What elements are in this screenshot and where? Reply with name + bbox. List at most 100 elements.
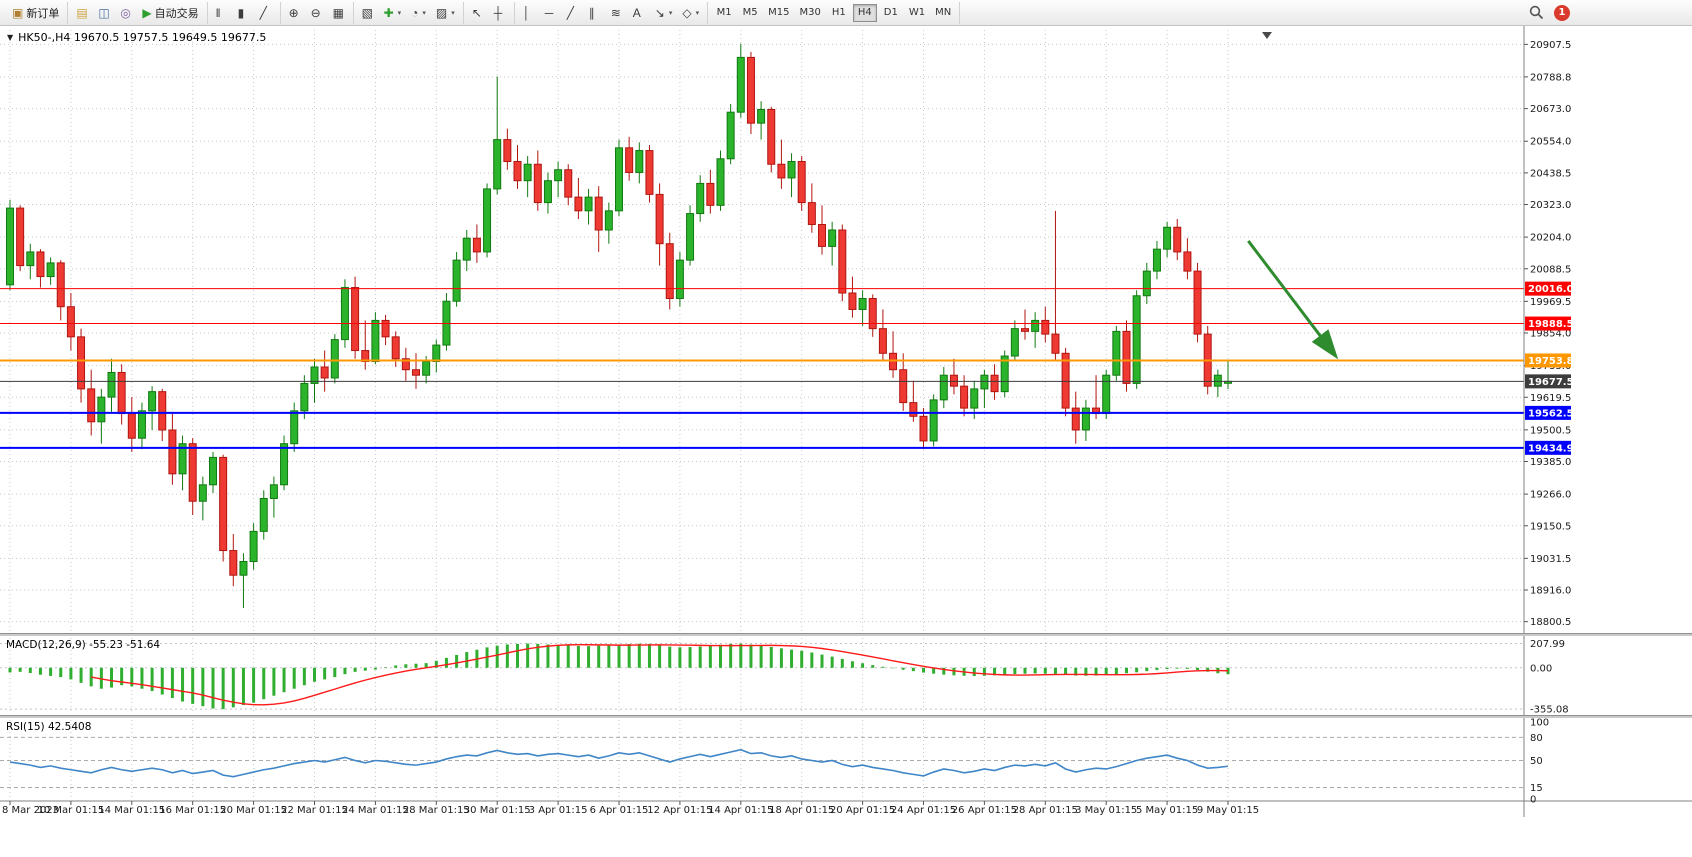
cursor-icon: ↖ (471, 5, 482, 20)
toolbar-group: ⊕ ⊖ ▦ (281, 1, 354, 24)
time-scale-label: 28 Mar 01:15 (403, 805, 470, 816)
time-scale-label: 20 Apr 01:15 (830, 805, 895, 816)
horizontal-line-icon[interactable]: ─ (541, 3, 561, 23)
price-scale-label: 20554.0 (1530, 137, 1571, 148)
candle-body (127, 413, 136, 439)
candle-body (970, 388, 979, 409)
timeframe-H1[interactable]: H1 (827, 4, 851, 22)
price-scale-label: 20438.5 (1530, 168, 1571, 179)
timeframe-MN[interactable]: MN (931, 4, 955, 22)
channel-icon[interactable]: ∥ (585, 3, 605, 23)
price-scale[interactable]: 20907.5 20788.8 20673.0 20554.0 20438.5 20323… (1524, 40, 1571, 806)
bar-chart-icon[interactable]: ‖ (212, 3, 232, 23)
candle-body (929, 399, 938, 442)
timeframe-D1[interactable]: D1 (879, 4, 903, 22)
auto-trading-icon: ▶ (142, 5, 152, 20)
tile-windows-icon[interactable]: ▦ (329, 3, 349, 23)
cursor-icon[interactable]: ↖ (468, 3, 488, 23)
price-scale-label: 19031.5 (1530, 554, 1571, 565)
candlestick-chart-icon[interactable]: ▮ (234, 3, 254, 23)
timeframe-H4[interactable]: H4 (852, 3, 877, 22)
price-tag-19753.8 (1525, 353, 1571, 368)
candle-body (645, 150, 654, 195)
candle-body (280, 443, 289, 486)
candle-body (158, 391, 167, 431)
market-watch-icon[interactable]: ◫ (94, 3, 114, 23)
line-chart-icon[interactable]: ╱ (256, 3, 276, 23)
candle-body (990, 374, 999, 393)
fibonacci-icon[interactable]: ≋ (607, 3, 627, 23)
trend-arrow-annotation[interactable] (1247, 240, 1339, 360)
search-icon[interactable] (1529, 5, 1544, 20)
timeframe-M1[interactable]: M1 (712, 4, 736, 22)
zoom-in-icon[interactable]: ⊕ (285, 3, 305, 23)
candle-body (777, 163, 786, 179)
candle-body (422, 361, 431, 376)
candle-body (686, 213, 695, 261)
time-scale-label: 10 Mar 01:15 (38, 805, 105, 816)
rsi-scale-label: 0 (1530, 795, 1536, 806)
shapes-icon[interactable]: ◇ ▾ (678, 3, 703, 23)
candle-body (1061, 352, 1070, 409)
vertical-line-icon[interactable]: │ (519, 3, 539, 23)
toolbar-group: ↖ ┼ (464, 1, 515, 24)
timeframe-M30[interactable]: M30 (795, 4, 824, 22)
dropdown-caret-icon[interactable]: ▾ (451, 9, 455, 17)
price-tag-label: 19562.5 (1528, 408, 1574, 419)
time-scale-label: 22 Mar 01:15 (281, 805, 348, 816)
crosshair-icon[interactable]: ┼ (490, 3, 510, 23)
tile-windows-icon: ▦ (332, 5, 344, 20)
candle-body (56, 262, 65, 308)
trendline-icon[interactable]: ╱ (563, 3, 583, 23)
candle-body (533, 163, 542, 204)
dropdown-caret-icon[interactable]: ▾ (668, 9, 673, 17)
trendline-icon: ╱ (566, 5, 575, 20)
macd-signal-line (91, 643, 1229, 706)
candle-body (767, 108, 776, 165)
candle-body (36, 251, 45, 278)
price-tag-label: 19434.9 (1528, 443, 1574, 454)
timeframe-M15[interactable]: M15 (764, 4, 793, 22)
panel-divider-rsi[interactable] (0, 715, 1692, 718)
dropdown-caret-icon[interactable]: ▾ (397, 9, 402, 17)
arrange-windows-icon[interactable]: ▧ (358, 3, 378, 23)
dropdown-caret-icon[interactable]: ▾ (422, 9, 426, 17)
candle-body (899, 369, 908, 404)
quick-trade-collapse-icon[interactable]: ▼ (7, 33, 14, 42)
zoom-out-icon[interactable]: ⊖ (307, 3, 327, 23)
timeframe-M5[interactable]: M5 (738, 4, 762, 22)
period-icon[interactable]: ◔ ▾ (407, 3, 430, 23)
panel-divider-macd[interactable] (0, 633, 1692, 636)
text-icon[interactable]: A (629, 3, 649, 23)
navigator-icon[interactable]: ◎ (116, 3, 136, 23)
candle-body (787, 161, 796, 179)
charts-icon[interactable]: ▤ (72, 3, 92, 23)
timeframe-W1[interactable]: W1 (905, 4, 929, 22)
new-order-button[interactable]: ▣ 新订单 (8, 3, 63, 23)
price-scale-label: 20907.5 (1530, 40, 1571, 51)
candle-body (939, 374, 948, 401)
notification-badge[interactable]: 1 (1554, 4, 1570, 21)
rsi-scale-label: 50 (1530, 756, 1543, 767)
candle-body (1021, 328, 1029, 332)
auto-trading-button[interactable]: ▶ 自动交易 (138, 3, 202, 23)
templates-icon[interactable]: ▨ ▾ (432, 3, 459, 23)
candle-body (1112, 330, 1121, 376)
candle-body (878, 328, 887, 354)
chart-shift-marker-icon[interactable] (1262, 32, 1272, 39)
add-indicator-icon[interactable]: ✚ ▾ (380, 3, 406, 23)
candle-body (46, 262, 55, 278)
candle-body (351, 287, 360, 352)
candle-body (269, 484, 278, 499)
candle-body (290, 410, 299, 445)
candle-body (1000, 355, 1009, 393)
dropdown-caret-icon[interactable]: ▾ (695, 9, 700, 17)
arrange-windows-icon: ▧ (361, 5, 373, 20)
candle-body (828, 229, 837, 247)
arrow-tools-icon[interactable]: ↘ ▾ (651, 3, 677, 23)
candle-body (1132, 295, 1141, 384)
candle-body (706, 182, 715, 206)
candle-body (483, 188, 492, 253)
